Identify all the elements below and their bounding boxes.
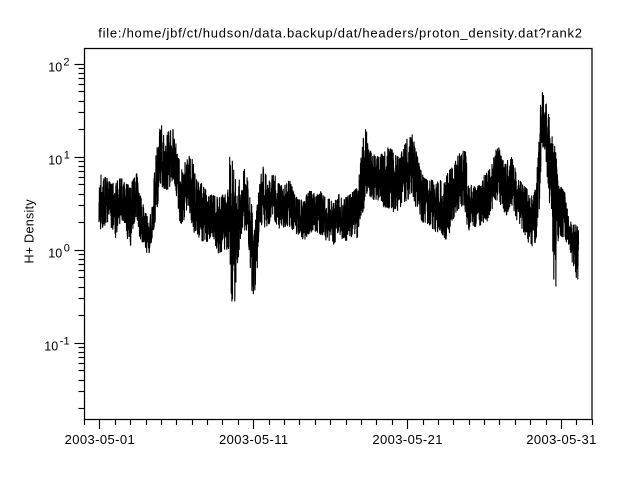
svg-text:H+ Density: H+ Density xyxy=(23,199,37,264)
svg-text:2003-05-11: 2003-05-11 xyxy=(219,432,289,447)
svg-text:0: 0 xyxy=(64,242,70,254)
svg-text:2003-05-21: 2003-05-21 xyxy=(372,432,443,447)
svg-text:10: 10 xyxy=(48,154,62,168)
svg-text:2: 2 xyxy=(63,56,69,68)
svg-text:-1: -1 xyxy=(60,335,70,347)
svg-text:file:/home/jbf/ct/hudson/data.: file:/home/jbf/ct/hudson/data.backup/dat… xyxy=(98,26,583,41)
svg-text:2003-05-01: 2003-05-01 xyxy=(65,432,136,447)
svg-text:10: 10 xyxy=(44,340,58,354)
svg-text:2003-05-31: 2003-05-31 xyxy=(526,432,597,447)
svg-text:1: 1 xyxy=(64,149,70,161)
svg-text:10: 10 xyxy=(48,61,62,75)
svg-text:10: 10 xyxy=(48,247,62,261)
